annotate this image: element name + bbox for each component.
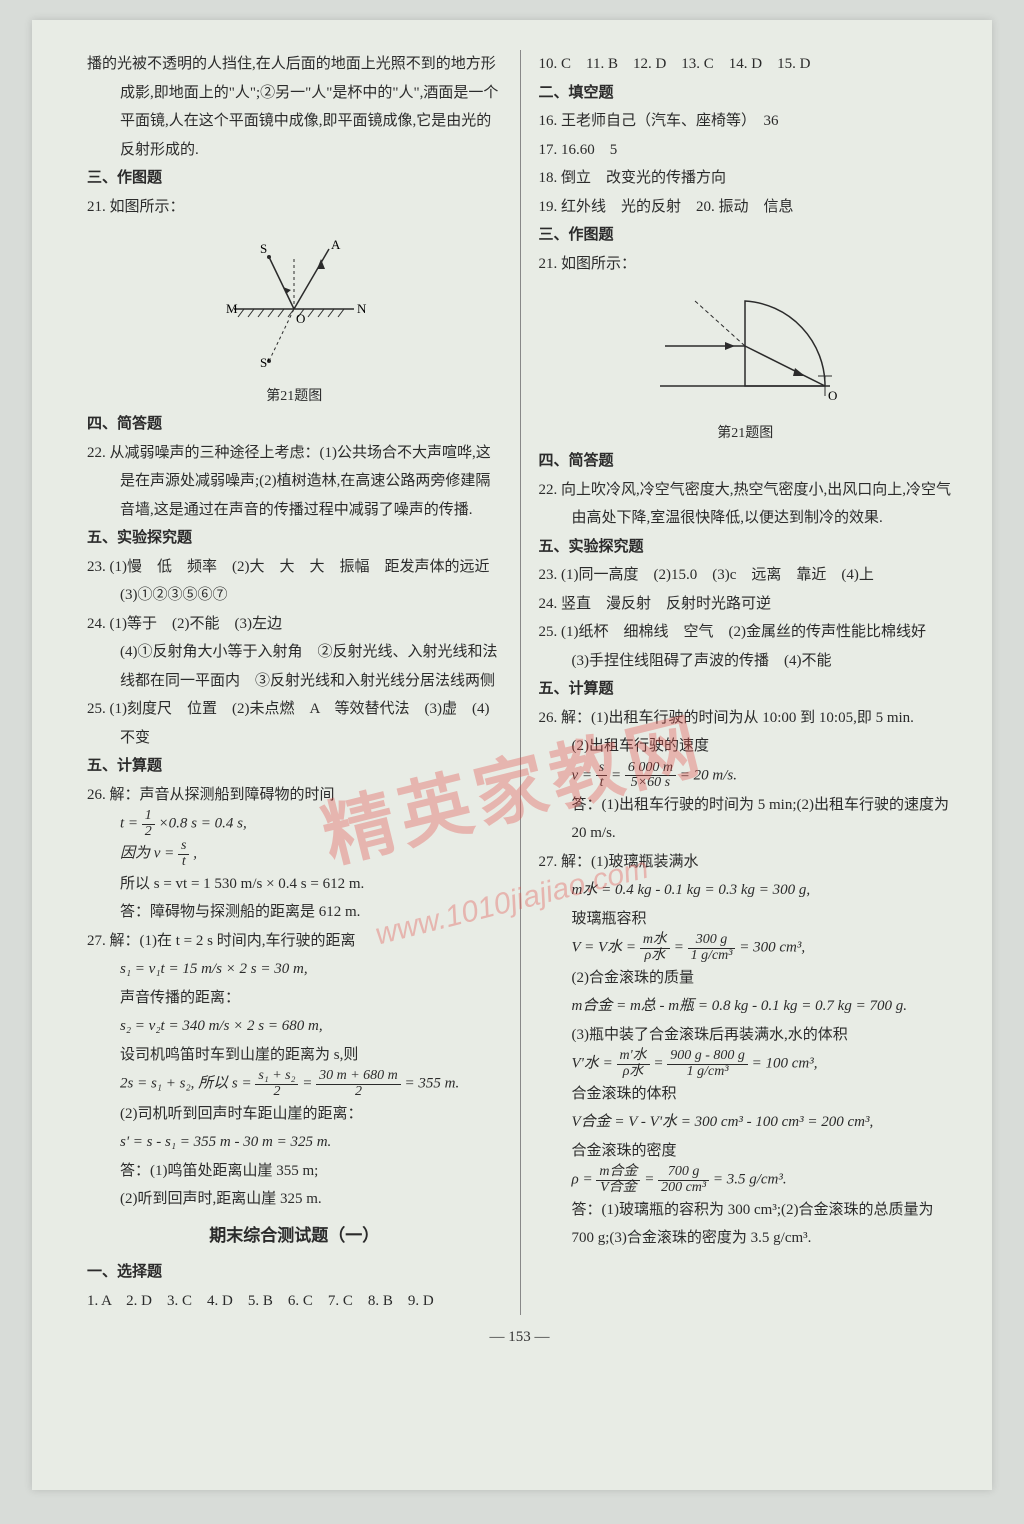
svg-text:S: S (260, 241, 267, 256)
formula: V = V水 = m水ρ水 = 300 g1 g/cm³ = 300 cm³, (539, 933, 953, 963)
right-column: 10. C 11. B 12. D 13. C 14. D 15. D 二、填空… (520, 50, 953, 1315)
two-column-layout: 播的光被不透明的人挡住,在人后面的地面上光照不到的地方形成影,即地面上的"人";… (87, 50, 952, 1315)
svg-text:A: A (331, 237, 341, 252)
question-25: 25. (1)刻度尺 位置 (2)未点燃 A 等效替代法 (3)虚 (4)不变 (87, 695, 502, 752)
formula: t = 12 ×0.8 s = 0.4 s, (87, 809, 502, 839)
exam-title: 期末综合测试题（一） (87, 1220, 502, 1252)
formula: s' = s - s₁ = 355 m - 30 m = 325 m. (87, 1128, 502, 1157)
formula: m合金 = m总 - m瓶 = 0.8 kg - 0.1 kg = 0.7 kg… (539, 992, 953, 1021)
section-heading: 四、简答题 (539, 447, 953, 476)
figure-21-left: S S' A M N O (87, 229, 502, 380)
left-column: 播的光被不透明的人挡住,在人后面的地面上光照不到的地方形成影,即地面上的"人";… (87, 50, 520, 1315)
question-27i: 答：(1)鸣笛处距离山崖 355 m; (87, 1157, 502, 1186)
paragraph: 播的光被不透明的人挡住,在人后面的地面上光照不到的地方形成影,即地面上的"人";… (87, 50, 502, 164)
figure-caption: 第21题图 (539, 421, 953, 448)
question-21: 21. 如图所示： (87, 193, 502, 222)
question-27m: 答：(1)玻璃瓶的容积为 300 cm³;(2)合金滚珠的总质量为 700 g;… (539, 1196, 953, 1253)
section-heading: 四、简答题 (87, 410, 502, 439)
question-22: 22. 向上吹冷风,冷空气密度大,热空气密度小,出风口向上,冷空气由高处下降,室… (539, 476, 953, 533)
section-heading: 五、实验探究题 (87, 524, 502, 553)
question-24b: (4)①反射角大小等于入射角 ②反射光线、入射光线和法线都在同一平面内 ③反射光… (87, 638, 502, 695)
question-26e: 答：障碍物与探测船的距离是 612 m. (87, 898, 502, 927)
question-27g: (2)司机听到回声时车距山崖的距离： (87, 1100, 502, 1129)
question-24: 24. 竖直 漫反射 反射时光路可逆 (539, 590, 953, 619)
question-26a: 26. 解：(1)出租车行驶的时间为从 10:00 到 10:05,即 5 mi… (539, 704, 953, 733)
svg-text:N: N (357, 301, 367, 316)
choice-answers: 1. A 2. D 3. C 4. D 5. B 6. C 7. C 8. B … (87, 1287, 502, 1316)
section-heading: 一、选择题 (87, 1258, 502, 1287)
question-27i: 合金滚珠的体积 (539, 1080, 953, 1109)
formula: s₁ = v₁t = 15 m/s × 2 s = 30 m, (87, 955, 502, 984)
question-25: 25. (1)纸杯 细棉线 空气 (2)金属丝的传声性能比棉线好 (3)手捏住线… (539, 618, 953, 675)
page-number: — 153 — (87, 1329, 952, 1346)
figure-caption: 第21题图 (87, 384, 502, 411)
svg-text:M: M (226, 301, 238, 316)
question-27j: (2)听到回声时,距离山崖 325 m. (87, 1185, 502, 1214)
question-27e: (2)合金滚珠的质量 (539, 964, 953, 993)
question-27c: 声音传播的距离： (87, 984, 502, 1013)
question-22: 22. 从减弱噪声的三种途径上考虑：(1)公共场合不大声喧哗,这是在声源处减弱噪… (87, 439, 502, 525)
question-27e: 设司机鸣笛时车到山崖的距离为 s,则 (87, 1041, 502, 1070)
section-heading: 五、计算题 (87, 752, 502, 781)
formula: ρ = m合金V合金 = 700 g200 cm³ = 3.5 g/cm³. (539, 1165, 953, 1195)
question-27g: (3)瓶中装了合金滚珠后再装满水,水的体积 (539, 1021, 953, 1050)
question-27a: 27. 解：(1)玻璃瓶装满水 (539, 848, 953, 877)
question-16: 16. 王老师自己（汽车、座椅等） 36 (539, 107, 953, 136)
question-26b: (2)出租车行驶的速度 (539, 732, 953, 761)
question-18: 18. 倒立 改变光的传播方向 (539, 164, 953, 193)
figure-21-right: O (539, 286, 953, 417)
section-heading: 二、填空题 (539, 79, 953, 108)
formula: V'水 = m'水ρ水 = 900 g - 800 g1 g/cm³ = 100… (539, 1049, 953, 1079)
svg-text:O: O (296, 311, 305, 326)
formula: 因为 v = st , (87, 839, 502, 869)
mirror-diagram-icon: S S' A M N O (214, 229, 374, 369)
lens-diagram-icon: O (650, 286, 840, 406)
question-26d: 答：(1)出租车行驶的时间为 5 min;(2)出租车行驶的速度为 20 m/s… (539, 791, 953, 848)
formula: V合金 = V - V'水 = 300 cm³ - 100 cm³ = 200 … (539, 1108, 953, 1137)
svg-text:S': S' (260, 355, 270, 369)
question-26a: 26. 解：声音从探测船到障碍物的时间 (87, 781, 502, 810)
formula: 2s = s₁ + s₂, 所以 s = s₁ + s₂2 = 30 m + 6… (87, 1069, 502, 1099)
formula: s₂ = v₂t = 340 m/s × 2 s = 680 m, (87, 1012, 502, 1041)
question-19: 19. 红外线 光的反射 20. 振动 信息 (539, 193, 953, 222)
question-23: 23. (1)同一高度 (2)15.0 (3)c 远离 靠近 (4)上 (539, 561, 953, 590)
section-heading: 五、实验探究题 (539, 533, 953, 562)
question-17: 17. 16.60 5 (539, 136, 953, 165)
choice-answers-2: 10. C 11. B 12. D 13. C 14. D 15. D (539, 50, 953, 79)
question-23: 23. (1)慢 低 频率 (2)大 大 大 振幅 距发声体的远近 (3)①②③… (87, 553, 502, 610)
svg-text:O: O (828, 388, 837, 403)
formula: v = st = 6 000 m5×60 s = 20 m/s. (539, 761, 953, 791)
question-26d: 所以 s = vt = 1 530 m/s × 0.4 s = 612 m. (87, 870, 502, 899)
page: 精英家教网 www.1010jiajiao.com 播的光被不透明的人挡住,在人… (32, 20, 992, 1490)
question-27a: 27. 解：(1)在 t = 2 s 时间内,车行驶的距离 (87, 927, 502, 956)
question-27k: 合金滚珠的密度 (539, 1137, 953, 1166)
section-heading: 三、作图题 (87, 164, 502, 193)
formula: m水 = 0.4 kg - 0.1 kg = 0.3 kg = 300 g, (539, 876, 953, 905)
section-heading: 三、作图题 (539, 221, 953, 250)
question-27c: 玻璃瓶容积 (539, 905, 953, 934)
section-heading: 五、计算题 (539, 675, 953, 704)
question-21: 21. 如图所示： (539, 250, 953, 279)
question-24a: 24. (1)等于 (2)不能 (3)左边 (87, 610, 502, 639)
